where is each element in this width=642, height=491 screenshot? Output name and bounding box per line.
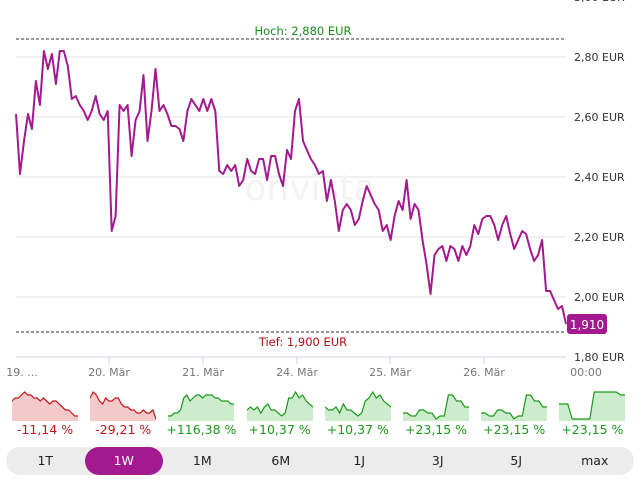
sparkline-area — [403, 395, 469, 421]
y-tick-label: 2,20 EUR — [574, 231, 625, 244]
x-tick-label: 21. Mär — [182, 366, 224, 379]
performance-label: -11,14 % — [16, 422, 74, 437]
y-tick-label: 1,80 EUR — [574, 351, 625, 364]
range-button-5j[interactable]: 5J — [510, 453, 523, 468]
price-chart[interactable]: 1,80 EUR 2,00 EUR 2,20 EUR 2,40 EUR 2,60 EUR… — [0, 0, 642, 385]
y-tick-label: 2,00 EUR — [574, 291, 625, 304]
performance-label: +23,15 % — [561, 422, 624, 437]
x-tick-label: 25. Mär — [369, 366, 411, 379]
performance-label: -29,21 % — [95, 422, 152, 437]
sparkline-6[interactable] — [481, 385, 548, 421]
sparkline-4[interactable] — [324, 385, 391, 421]
sparkline-area — [324, 392, 391, 421]
range-button-1w[interactable]: 1W — [84, 447, 163, 475]
sparkline-line — [481, 394, 548, 420]
x-tick-label: 00:00 — [570, 366, 602, 379]
low-label: Tief: 1,900 EUR — [258, 335, 347, 349]
y-tick-label: 2,80 EUR — [574, 51, 625, 64]
y-tick-label: 2,60 EUR — [574, 111, 625, 124]
sparkline-line — [559, 391, 626, 420]
range-button-3j[interactable]: 3J — [431, 453, 444, 468]
x-tick-label: 24. Mär — [276, 366, 318, 379]
sparkline-area — [481, 395, 548, 421]
range-button-1m[interactable]: 1M — [192, 453, 212, 468]
watermark-logo: onvista — [244, 168, 375, 209]
y-tick-label: 2,40 EUR — [574, 171, 625, 184]
sparkline-7[interactable] — [559, 385, 626, 421]
sparkline-0[interactable] — [12, 385, 78, 421]
y-tick-label: 3,00 EUR — [574, 0, 625, 4]
sparkline-2[interactable] — [168, 385, 235, 421]
sparkline-3[interactable] — [246, 385, 313, 421]
x-tick-label: 19. ... — [6, 366, 37, 379]
high-label: Hoch: 2,880 EUR — [254, 24, 351, 38]
last-price-label: 1,910 — [570, 318, 604, 332]
performance-label: +10,37 % — [248, 422, 311, 437]
sparkline-5[interactable] — [403, 385, 469, 421]
sparkline-area — [12, 392, 78, 421]
sparkline-area — [90, 392, 157, 421]
performance-label: +116,38 % — [166, 422, 237, 437]
performance-label: +23,15 % — [404, 422, 468, 437]
range-button-6m[interactable]: 6M — [271, 453, 291, 468]
sparkline-line — [324, 390, 391, 417]
sparkline-line — [90, 391, 157, 420]
performance-label: +10,37 % — [326, 422, 389, 437]
range-button-1j[interactable]: 1J — [353, 453, 366, 468]
sparkline-1[interactable] — [90, 385, 157, 421]
range-button-max[interactable]: max — [581, 453, 609, 468]
sparkline-area — [168, 395, 235, 421]
time-range-selector: 1T 1W 1M 6M 1J 3J 5J max — [6, 447, 634, 475]
sparkline-line — [403, 394, 469, 420]
last-price-badge — [567, 314, 607, 334]
sparkline-area — [246, 392, 313, 421]
sparkline-line — [246, 390, 313, 417]
sparkline-line — [168, 394, 235, 417]
performance-label: +23,15 % — [483, 422, 546, 437]
price-line — [15, 50, 567, 325]
range-button-1t[interactable]: 1T — [37, 453, 54, 468]
sparkline-line — [12, 391, 78, 417]
x-tick-label: 26. Mär — [463, 366, 505, 379]
x-tick-label: 20. Mär — [88, 366, 130, 379]
